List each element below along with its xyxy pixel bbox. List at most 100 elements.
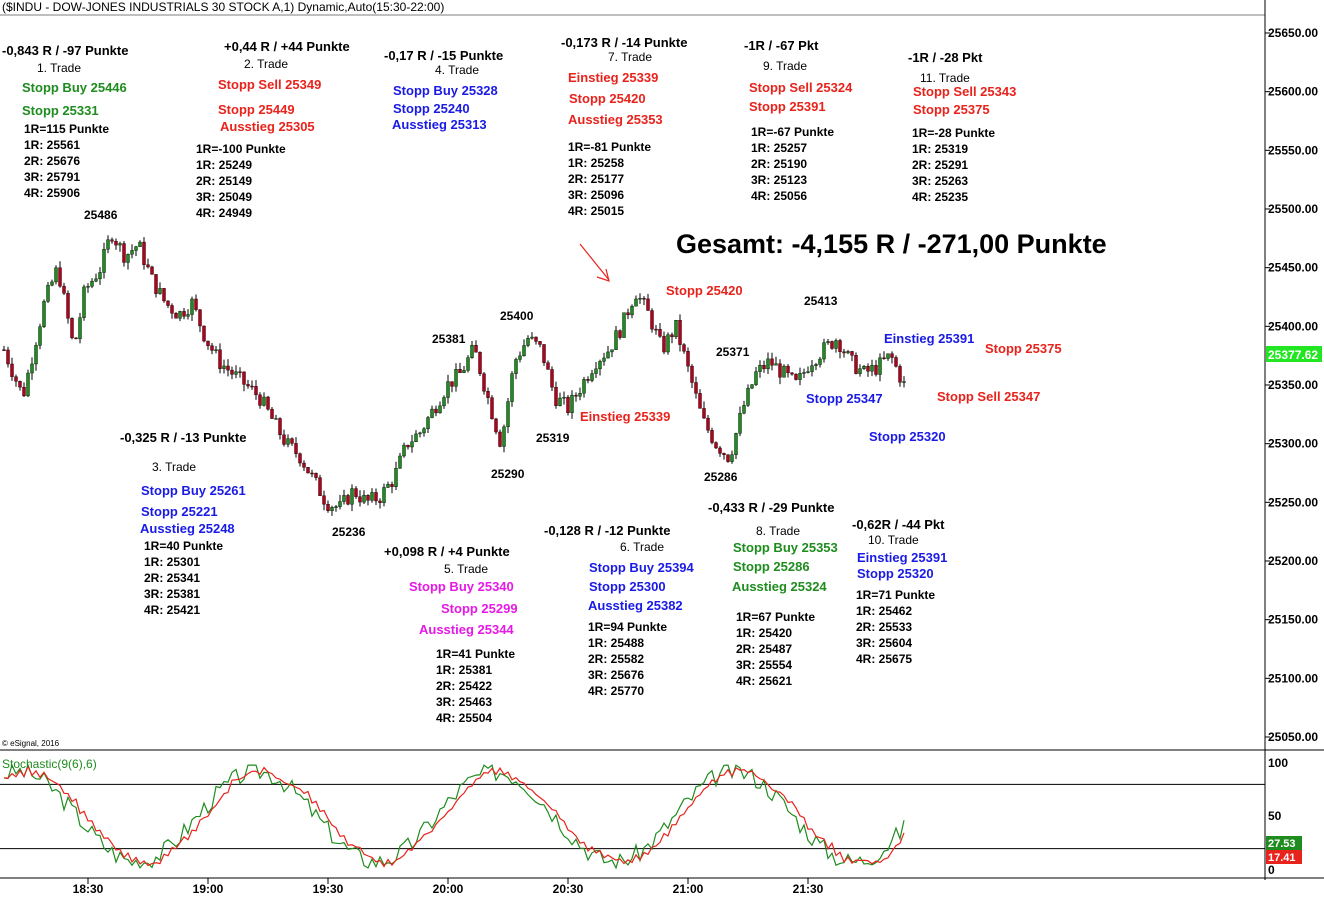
candle-body xyxy=(6,349,10,365)
candle-body xyxy=(302,462,306,468)
annotation-t8-b: Stopp 25286 xyxy=(733,559,810,574)
candle-body xyxy=(842,351,846,354)
candle-body xyxy=(30,363,34,374)
candle-body xyxy=(22,386,26,397)
candle-body xyxy=(122,243,126,263)
candle-body xyxy=(526,338,530,346)
candle-body xyxy=(386,484,390,488)
candle-body xyxy=(166,300,170,306)
annotation-c-einstieg25391: Einstieg 25391 xyxy=(884,331,975,346)
y-tick-label: 25150.00 xyxy=(1268,613,1318,627)
candle-body xyxy=(446,381,450,398)
x-tick-label: 21:00 xyxy=(673,882,704,896)
candle-body xyxy=(878,357,882,375)
candle-body xyxy=(542,344,546,363)
candle-body xyxy=(370,492,374,501)
annotation-t3-r4: 4R: 25421 xyxy=(144,603,201,617)
candle-body xyxy=(110,239,114,242)
annotation-t11-r1: 1R: 25319 xyxy=(912,142,969,156)
candle-body xyxy=(494,418,498,433)
candle-body xyxy=(26,372,30,397)
candle-body xyxy=(326,504,330,511)
candle-body xyxy=(134,246,138,251)
y-tick-label: 25350.00 xyxy=(1268,378,1318,392)
candle-body xyxy=(282,434,286,445)
stoch-tick-label: 100 xyxy=(1268,756,1288,770)
candle-body xyxy=(214,349,218,351)
candle-body xyxy=(234,371,238,375)
annotation-t4-result: -0,17 R / -15 Punkte xyxy=(384,48,504,63)
annotation-t4-b: Stopp 25240 xyxy=(393,101,470,116)
candle-body xyxy=(726,454,730,462)
candle-body xyxy=(742,405,746,414)
candle-body xyxy=(610,349,614,353)
annotation-t3-result: -0,325 R / -13 Punkte xyxy=(120,430,247,445)
candle-body xyxy=(538,341,542,345)
candle-body xyxy=(46,284,50,302)
candle-body xyxy=(534,336,538,342)
price-badge-bg xyxy=(1266,346,1322,362)
candle-body xyxy=(246,384,250,387)
annotation-t8-r3: 3R: 25554 xyxy=(736,658,793,672)
candle-body xyxy=(886,353,890,359)
candle-body xyxy=(54,267,58,283)
annotation-c-stopp25347: Stopp 25347 xyxy=(806,391,883,406)
annotation-t8-name: 8. Trade xyxy=(756,524,801,538)
price-badge: 25377.62 xyxy=(1268,348,1318,362)
candle-body xyxy=(522,345,526,357)
y-tick-label: 25100.00 xyxy=(1268,671,1318,685)
price-label-25286: 25286 xyxy=(704,470,738,484)
annotation-t2-r: 1R=-100 Punkte xyxy=(196,142,286,156)
candle-body xyxy=(74,337,78,340)
annotation-t7-result: -0,173 R / -14 Punkte xyxy=(561,35,688,50)
annotation-t11-r4: 4R: 25235 xyxy=(912,190,969,204)
annotation-t9-result: -1R / -67 Pkt xyxy=(744,38,819,53)
annotation-t11-r: 1R=-28 Punkte xyxy=(912,126,996,140)
candle-body xyxy=(866,366,870,372)
candle-body xyxy=(786,365,790,374)
candle-body xyxy=(718,447,722,454)
candle-body xyxy=(822,342,826,360)
candle-body xyxy=(230,369,234,375)
annotation-t11-b: Stopp 25375 xyxy=(913,102,990,117)
candle-body xyxy=(462,370,466,373)
candle-body xyxy=(130,250,134,255)
stoch-tick-label: 0 xyxy=(1268,863,1275,877)
total-result: Gesamt: -4,155 R / -271,00 Punkte xyxy=(676,229,1107,259)
annotation-t8-r1: 1R: 25420 xyxy=(736,626,793,640)
annotation-t7-a: Einstieg 25339 xyxy=(568,70,659,85)
annotation-t10-b: Stopp 25320 xyxy=(857,566,934,581)
candle-body xyxy=(502,426,506,447)
candle-body xyxy=(670,334,674,338)
x-tick-label: 18:30 xyxy=(73,882,104,896)
annotation-t9-r1: 1R: 25257 xyxy=(751,141,808,155)
candle-body xyxy=(698,393,702,409)
annotation-t10-r4: 4R: 25675 xyxy=(856,652,913,666)
candle-body xyxy=(94,278,98,282)
candle-body xyxy=(578,393,582,397)
annotation-t9-r: 1R=-67 Punkte xyxy=(751,125,835,139)
candle-body xyxy=(550,369,554,388)
candle-body xyxy=(834,340,838,349)
candle-body xyxy=(694,382,698,394)
annotation-t4-c: Ausstieg 25313 xyxy=(392,117,487,132)
candle-body xyxy=(178,311,182,319)
annotation-t6-c: Ausstieg 25382 xyxy=(588,598,683,613)
candle-body xyxy=(722,453,726,455)
candle-body xyxy=(806,371,810,373)
candle-body xyxy=(554,386,558,406)
candle-body xyxy=(826,341,830,343)
candle-body xyxy=(422,428,426,434)
annotation-t1-r2: 2R: 25676 xyxy=(24,154,81,168)
candle-body xyxy=(42,301,46,327)
candle-body xyxy=(398,455,402,469)
candle-body xyxy=(470,344,474,358)
candle-body xyxy=(810,365,814,372)
candle-body xyxy=(10,363,14,377)
candle-body xyxy=(486,390,490,398)
candle-body xyxy=(782,365,786,378)
candle-body xyxy=(202,325,206,342)
candle-body xyxy=(558,397,562,406)
candle-body xyxy=(862,366,866,369)
